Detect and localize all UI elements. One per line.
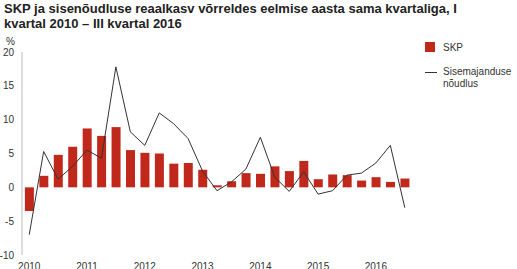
svg-text:2013: 2013 xyxy=(191,261,214,269)
svg-text:-5: -5 xyxy=(8,216,14,227)
svg-text:2015: 2015 xyxy=(307,261,330,269)
svg-text:15: 15 xyxy=(8,80,14,91)
svg-text:5: 5 xyxy=(8,148,14,159)
svg-text:2010: 2010 xyxy=(18,261,41,269)
html-text:SKP ja sisenõudluse reaalkasv: SKP ja sisenõudluse reaalkasv võrreldes … xyxy=(4,1,457,31)
svg-text:2016: 2016 xyxy=(365,261,388,269)
svg-text:2014: 2014 xyxy=(249,261,272,269)
svg-text:0: 0 xyxy=(8,182,14,193)
html-text:SKP: SKP xyxy=(443,42,463,53)
svg-text:10: 10 xyxy=(8,114,14,125)
svg-text:2012: 2012 xyxy=(134,261,157,269)
svg-text:2011: 2011 xyxy=(76,261,98,269)
svg-text:20: 20 xyxy=(8,47,14,58)
html-text:Sisemajanduse nõudlus: Sisemajanduse nõudlus xyxy=(443,66,512,89)
svg-text:-10: -10 xyxy=(8,250,14,261)
